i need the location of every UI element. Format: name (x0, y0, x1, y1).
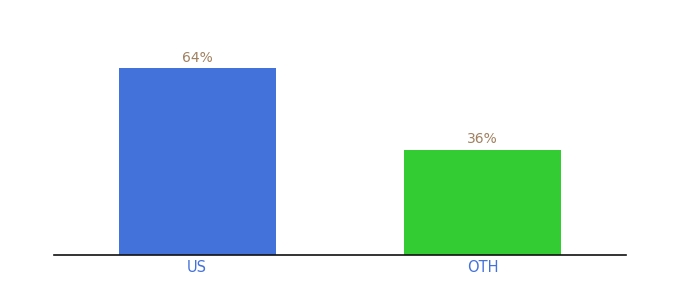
Bar (119, 68, 276, 255)
Text: 64%: 64% (182, 51, 213, 64)
Bar (404, 150, 561, 255)
Text: 36%: 36% (467, 132, 498, 146)
